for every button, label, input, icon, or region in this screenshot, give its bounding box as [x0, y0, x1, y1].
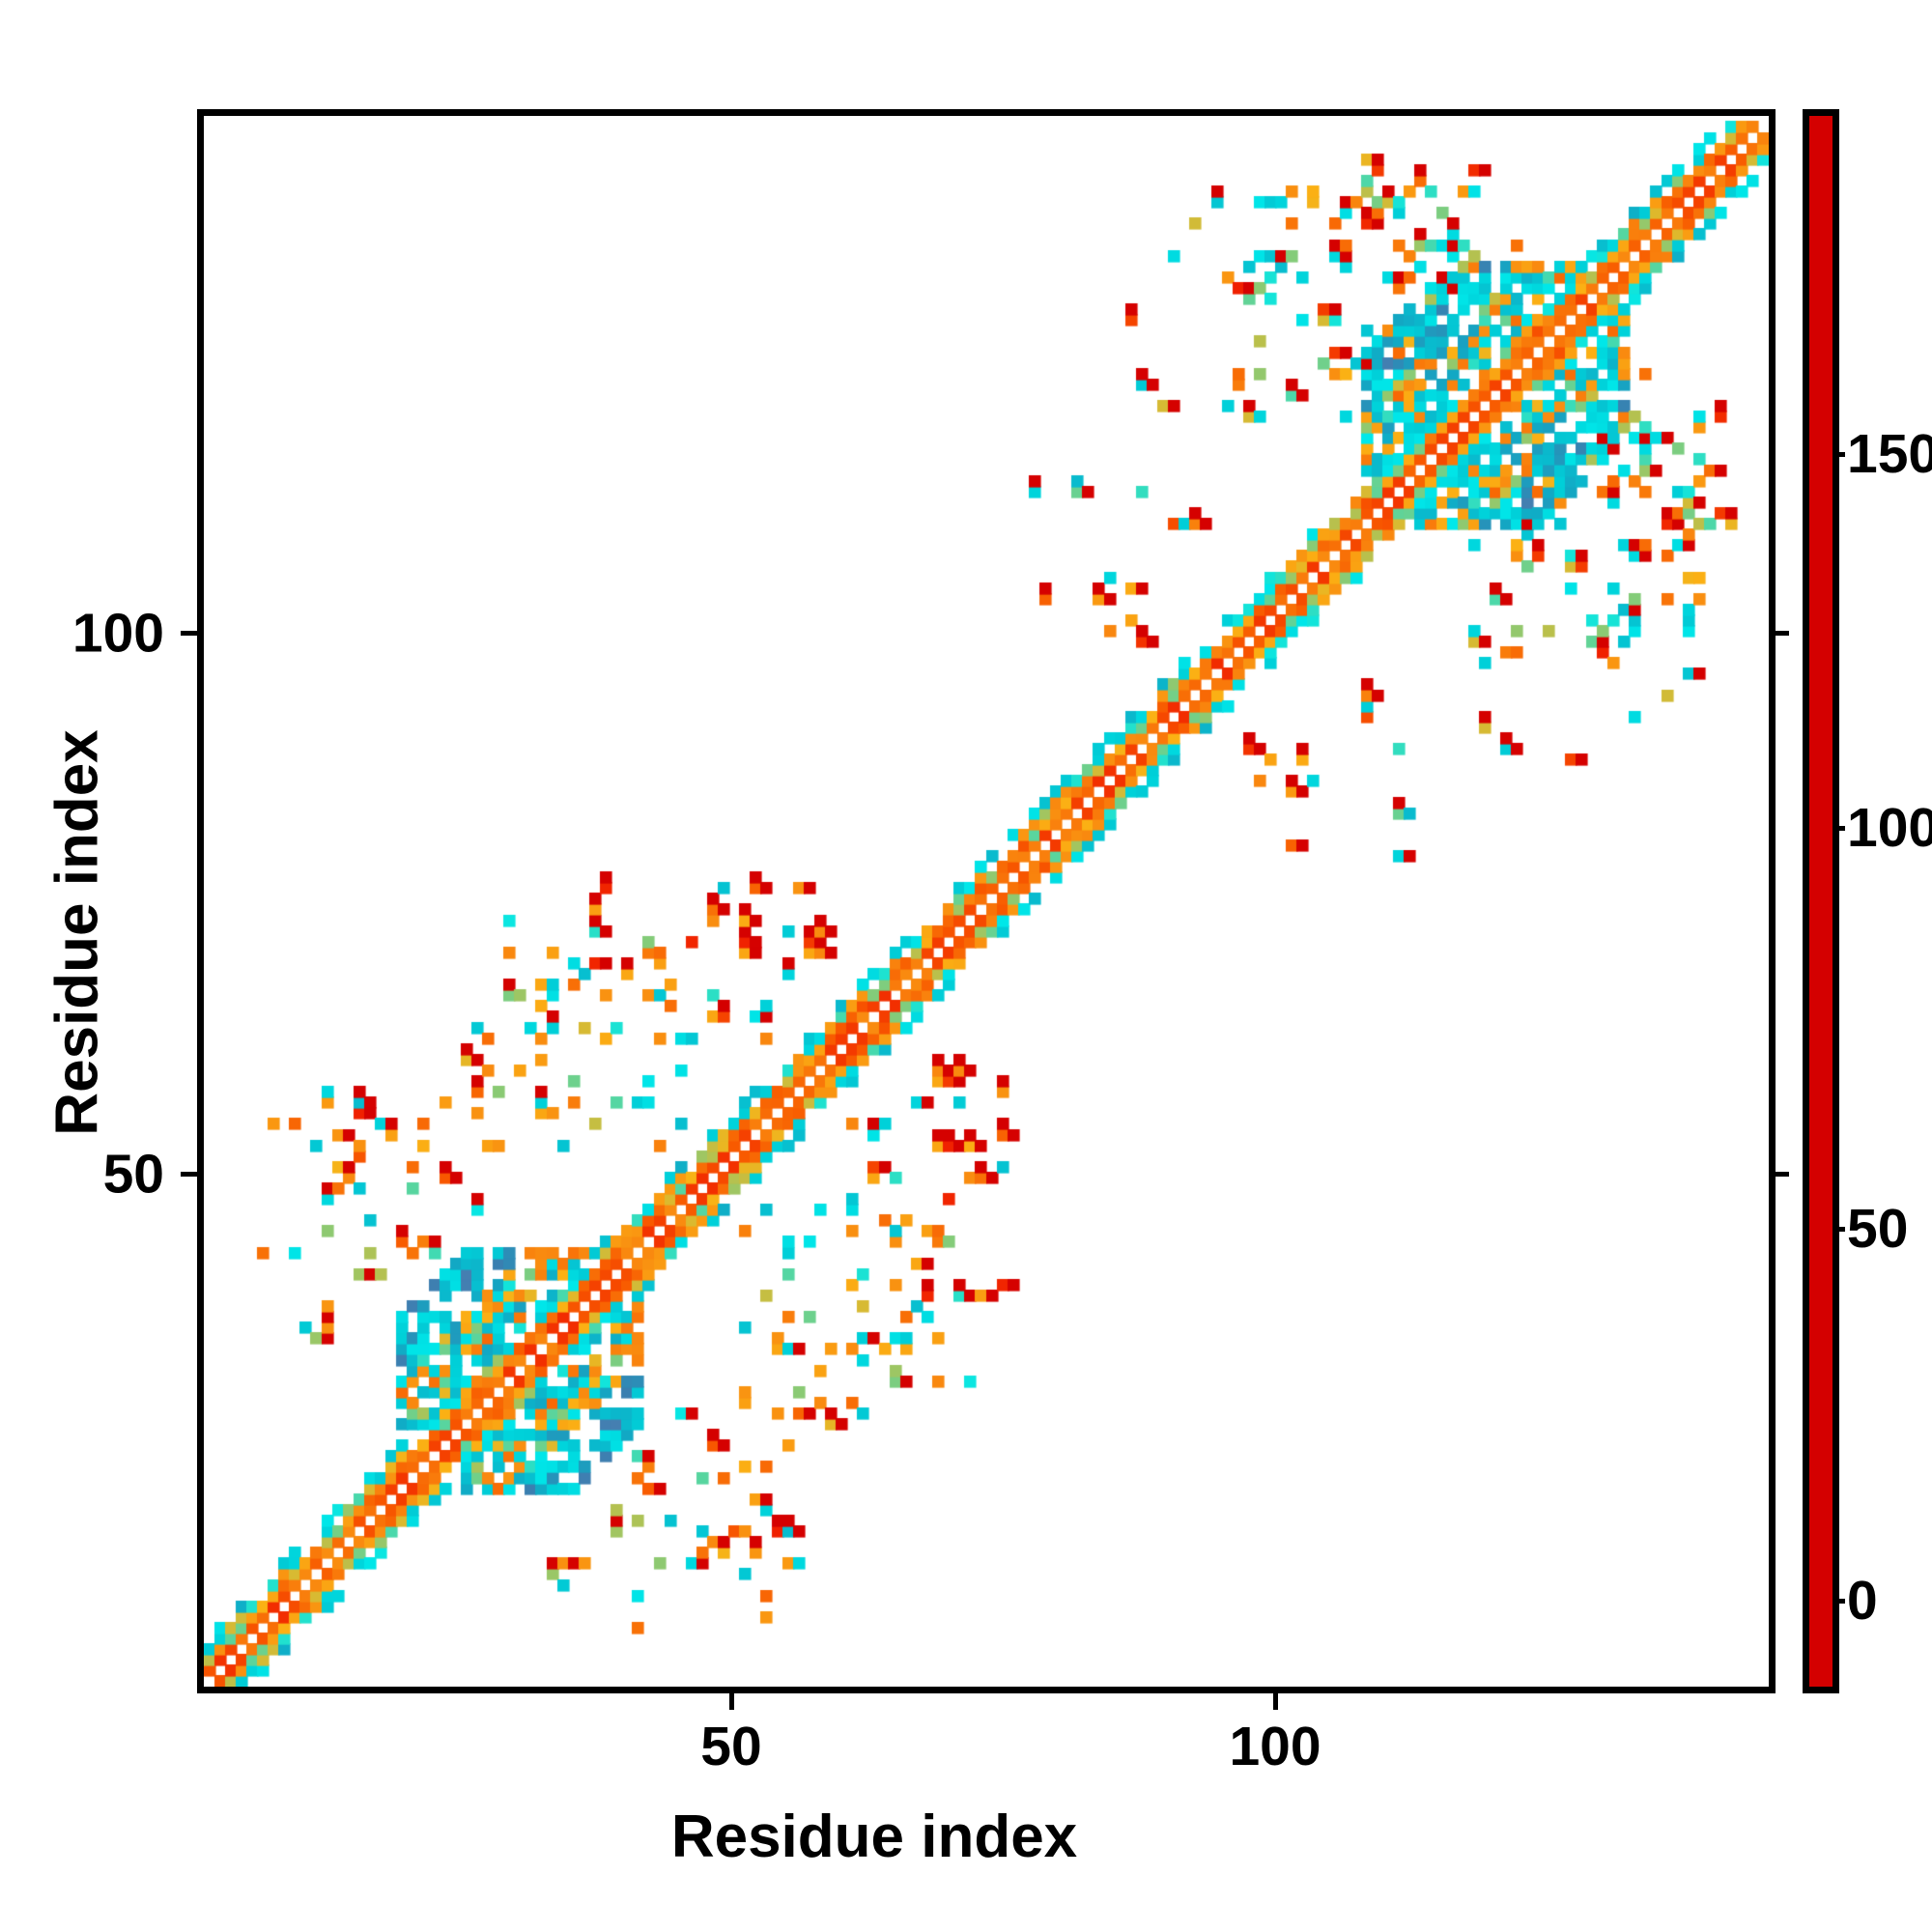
right-axis-stub-lower [1776, 1172, 1789, 1177]
x-tick-50 [729, 1693, 734, 1710]
x-axis-title: Residue index [0, 1803, 1932, 1871]
colorbar-label-0: 0 [1847, 1570, 1878, 1632]
y-axis-title: Residue index [43, 729, 111, 1136]
colorbar-tick-150 [1833, 452, 1845, 457]
colorbar-gradient [1809, 116, 1833, 1687]
colorbar-label-100: 100 [1847, 797, 1932, 859]
y-tick-label-50: 50 [102, 1143, 164, 1206]
colorbar [1803, 109, 1839, 1693]
colorbar-tick-0 [1833, 1599, 1845, 1604]
x-tick-label-50: 50 [700, 1716, 762, 1777]
x-axis-title-text: Residue index [670, 1804, 1078, 1870]
y-tick-label-100: 100 [71, 602, 164, 665]
colorbar-label-50: 50 [1847, 1198, 1909, 1260]
contact-map-panel [197, 109, 1776, 1693]
y-tick-50 [181, 1172, 197, 1177]
colorbar-label-150: 150 [1847, 423, 1932, 485]
right-axis-stub-upper [1776, 631, 1789, 636]
x-tick-label-100: 100 [1229, 1716, 1321, 1777]
x-tick-100 [1273, 1693, 1278, 1710]
y-tick-100 [181, 631, 197, 636]
colorbar-tick-100 [1833, 826, 1845, 831]
colorbar-border [1803, 109, 1839, 1693]
colorbar-tick-50 [1833, 1227, 1845, 1232]
contact-map-heatmap [204, 116, 1769, 1687]
